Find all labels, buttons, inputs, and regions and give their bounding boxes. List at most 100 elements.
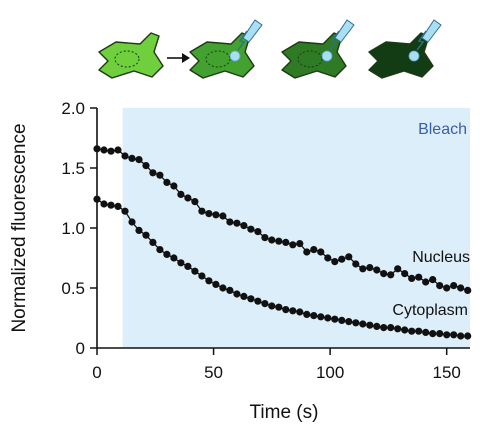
data-point: [324, 254, 332, 262]
cell-icon: [98, 32, 164, 79]
data-point: [107, 201, 115, 209]
data-point: [387, 271, 395, 279]
nucleus-shape: [384, 50, 410, 68]
data-point: [296, 240, 304, 248]
data-point: [114, 146, 122, 154]
data-point: [324, 314, 332, 322]
data-point: [135, 156, 143, 164]
data-point: [394, 325, 402, 333]
laser-icon: [237, 19, 263, 51]
series-nucleus: [93, 145, 472, 294]
data-point: [226, 218, 234, 226]
data-point: [247, 295, 255, 303]
data-point: [352, 260, 360, 268]
data-point: [401, 270, 409, 278]
data-point: [233, 219, 241, 227]
data-point: [212, 280, 220, 288]
data-point: [142, 231, 150, 239]
data-point: [303, 248, 311, 256]
data-point: [184, 194, 192, 202]
data-point: [345, 318, 353, 326]
data-point: [408, 327, 416, 335]
laser-body: [421, 19, 442, 43]
data-point: [422, 278, 430, 286]
data-point: [338, 316, 346, 324]
data-point: [226, 286, 234, 294]
data-point: [366, 264, 374, 272]
data-point: [415, 273, 423, 281]
data-point: [163, 178, 171, 186]
data-point: [135, 226, 143, 234]
data-point: [240, 222, 248, 230]
series-cytoplasm: [93, 195, 472, 340]
laser-bolt: [329, 30, 340, 51]
data-point: [317, 313, 325, 321]
x-ticks: 0 50 100 150: [92, 348, 461, 382]
data-point: [289, 307, 297, 315]
data-point: [457, 332, 465, 340]
data-point: [338, 255, 346, 263]
bleach-spot: [321, 50, 333, 62]
data-point: [422, 328, 430, 336]
data-point: [317, 248, 325, 256]
data-point: [450, 282, 458, 290]
data-point: [303, 310, 311, 318]
data-point: [331, 258, 339, 266]
laser-icon: [329, 19, 355, 51]
flip-illustration: [98, 19, 442, 79]
x-tick-label: 50: [204, 363, 223, 382]
data-point: [373, 266, 381, 274]
data-point: [380, 270, 388, 278]
data-point: [93, 195, 101, 203]
data-point: [219, 284, 227, 292]
data-point: [359, 265, 367, 273]
series-label-cytoplasm: Cytoplasm: [392, 302, 468, 319]
data-point: [310, 246, 318, 254]
data-point: [240, 292, 248, 300]
data-point: [401, 326, 409, 334]
data-point: [100, 200, 108, 208]
data-point: [394, 265, 402, 273]
data-series: [93, 145, 472, 340]
y-tick-label: 0.5: [61, 279, 85, 298]
data-point: [289, 241, 297, 249]
data-point: [149, 238, 157, 246]
data-point: [170, 254, 178, 262]
arrow-head: [182, 53, 190, 63]
data-point: [219, 212, 227, 220]
data-point: [429, 276, 437, 284]
data-point: [436, 330, 444, 338]
nucleus-shape: [114, 50, 140, 68]
data-point: [352, 319, 360, 327]
data-point: [177, 190, 185, 198]
y-tick-label: 0: [76, 339, 85, 358]
data-point: [93, 145, 101, 153]
data-point: [212, 211, 220, 219]
data-point: [261, 300, 269, 308]
data-point: [464, 286, 472, 294]
y-tick-label: 1.0: [61, 219, 85, 238]
data-point: [156, 246, 164, 254]
data-point: [443, 284, 451, 292]
data-point: [121, 152, 129, 160]
data-point: [373, 322, 381, 330]
bleach-region: [122, 108, 471, 348]
data-point: [121, 207, 129, 215]
data-point: [457, 284, 465, 292]
data-point: [114, 202, 122, 210]
laser-body: [334, 19, 355, 43]
data-point: [345, 253, 353, 261]
cell-icon: [281, 19, 355, 79]
data-point: [142, 162, 150, 170]
data-point: [429, 330, 437, 338]
x-tick-label: 0: [92, 363, 101, 382]
y-tick-label: 1.5: [61, 159, 85, 178]
data-point: [247, 225, 255, 233]
data-point: [198, 207, 206, 215]
data-point: [282, 306, 290, 314]
data-point: [191, 198, 199, 206]
data-point: [408, 274, 416, 282]
bleach-spot: [229, 50, 241, 62]
laser-body: [242, 19, 263, 43]
data-point: [415, 327, 423, 335]
